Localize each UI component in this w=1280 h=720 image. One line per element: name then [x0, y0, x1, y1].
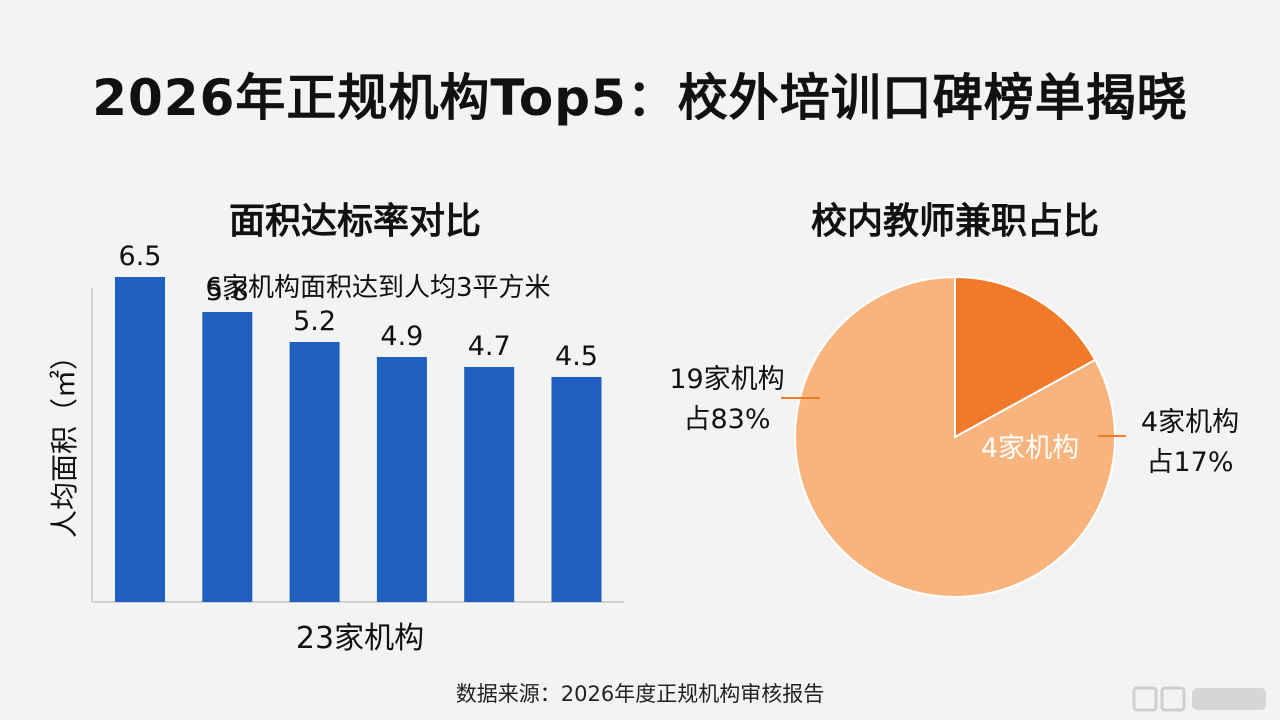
bar-value-label-4: 4.9	[380, 321, 423, 352]
source-note: 数据来源：2026年度正规机构审核报告	[455, 682, 825, 706]
pie-label-2-line-1: 19家机构	[669, 364, 784, 395]
x-axis-label: 23家机构	[296, 621, 424, 656]
bar-chart-title: 面积达标率对比	[228, 201, 481, 242]
bar-4	[376, 357, 427, 602]
bar-value-label-1: 6.5	[119, 241, 162, 272]
bar-2	[202, 312, 253, 602]
pie-inner-label: 4家机构	[981, 433, 1079, 464]
pie-label-1-line-2: 占17%	[1146, 447, 1233, 478]
page-title: 2026年正规机构Top5：校外培训口碑榜单揭晓	[92, 69, 1188, 127]
bar-value-label-2: 5.8	[206, 276, 249, 307]
pie-slice-1	[954, 275, 1097, 439]
bars-group: 6.5 5.8 5.2 4.9 4.7 4.5	[115, 241, 602, 602]
pie-chart-title: 校内教师兼职占比	[810, 201, 1099, 242]
bar-annotation: 6家机构面积达到人均3平方米	[205, 273, 550, 303]
pie-label-2-line-2: 占83%	[683, 404, 770, 435]
y-axis-label: 人均面积（㎡）	[48, 342, 81, 538]
bar-3	[289, 342, 340, 602]
bar-value-label-5: 4.7	[468, 331, 511, 362]
bar-6	[551, 377, 602, 602]
bar-5	[464, 367, 515, 602]
pie-label-1-line-1: 4家机构	[1141, 407, 1239, 438]
pie-slice-2	[794, 275, 1116, 598]
bar-1	[115, 277, 165, 602]
bar-value-label-3: 5.2	[293, 306, 336, 337]
watermark-logo	[1132, 683, 1272, 713]
bar-value-label-6: 4.5	[555, 341, 598, 372]
